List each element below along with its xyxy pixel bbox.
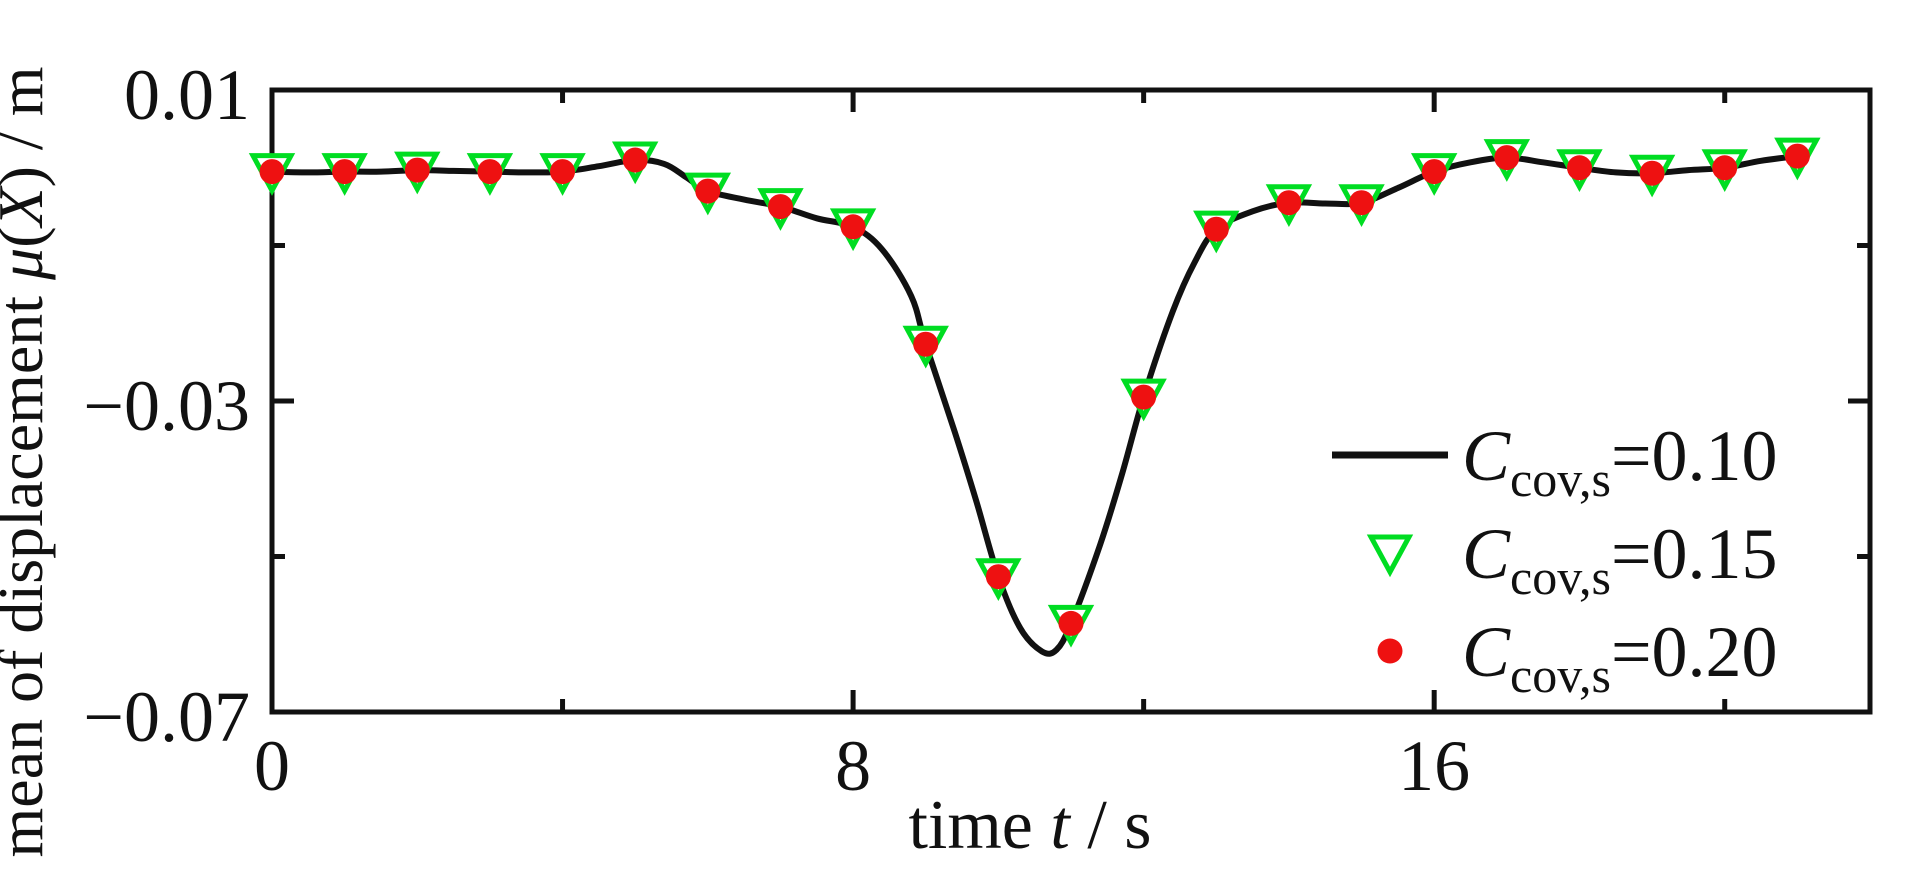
circle-marker <box>1131 384 1157 410</box>
circle-marker <box>550 159 575 185</box>
circle-marker <box>259 159 285 185</box>
y-tick-label: −0.07 <box>83 677 250 757</box>
circle-marker <box>1276 190 1302 216</box>
circle-marker <box>1784 143 1810 169</box>
circle-marker <box>1203 216 1229 242</box>
circle-marker <box>404 157 430 183</box>
y-tick-labels: 0.01 −0.03 −0.07 <box>83 55 250 757</box>
legend-label: Ccov,s=0.15 <box>1462 514 1778 605</box>
circle-marker <box>622 147 648 173</box>
legend-label: Ccov,s=0.10 <box>1462 416 1778 507</box>
y-axis-title: mean of displacement μ(X) / m <box>0 67 56 858</box>
circle-marker <box>1494 145 1520 171</box>
y-tick-label: 0.01 <box>124 55 250 135</box>
circle-marker <box>1421 159 1447 185</box>
x-axis-title: time t / s <box>908 787 1151 864</box>
triangle-down-marker <box>1366 534 1414 578</box>
circle-marker <box>1639 160 1665 186</box>
circle-marker <box>913 331 939 357</box>
circle-marker <box>332 159 358 185</box>
x-tick-labels: 0 8 16 <box>254 726 1470 806</box>
circle-marker <box>985 564 1011 590</box>
circle-marker <box>695 178 721 204</box>
axis-titles: time t / s mean of displacement μ(X) / m <box>0 67 1152 864</box>
circle-marker <box>1567 155 1592 181</box>
x-tick-label: 16 <box>1398 726 1470 806</box>
circle-marker <box>477 159 503 185</box>
circle-marker <box>840 214 866 240</box>
x-tick-label: 0 <box>254 726 290 806</box>
axis-ticks <box>269 87 1870 715</box>
circle-marker <box>1712 155 1738 181</box>
circle-marker <box>768 194 793 220</box>
legend-circle-sample <box>1377 638 1403 664</box>
legend-label: Ccov,s=0.20 <box>1462 612 1778 703</box>
circle-marker <box>1349 190 1374 216</box>
y-tick-label: −0.03 <box>83 366 250 446</box>
series-circle-markers-ccov-0-20 <box>259 143 1810 636</box>
circle-marker <box>1058 610 1084 636</box>
x-tick-label: 8 <box>835 726 871 806</box>
